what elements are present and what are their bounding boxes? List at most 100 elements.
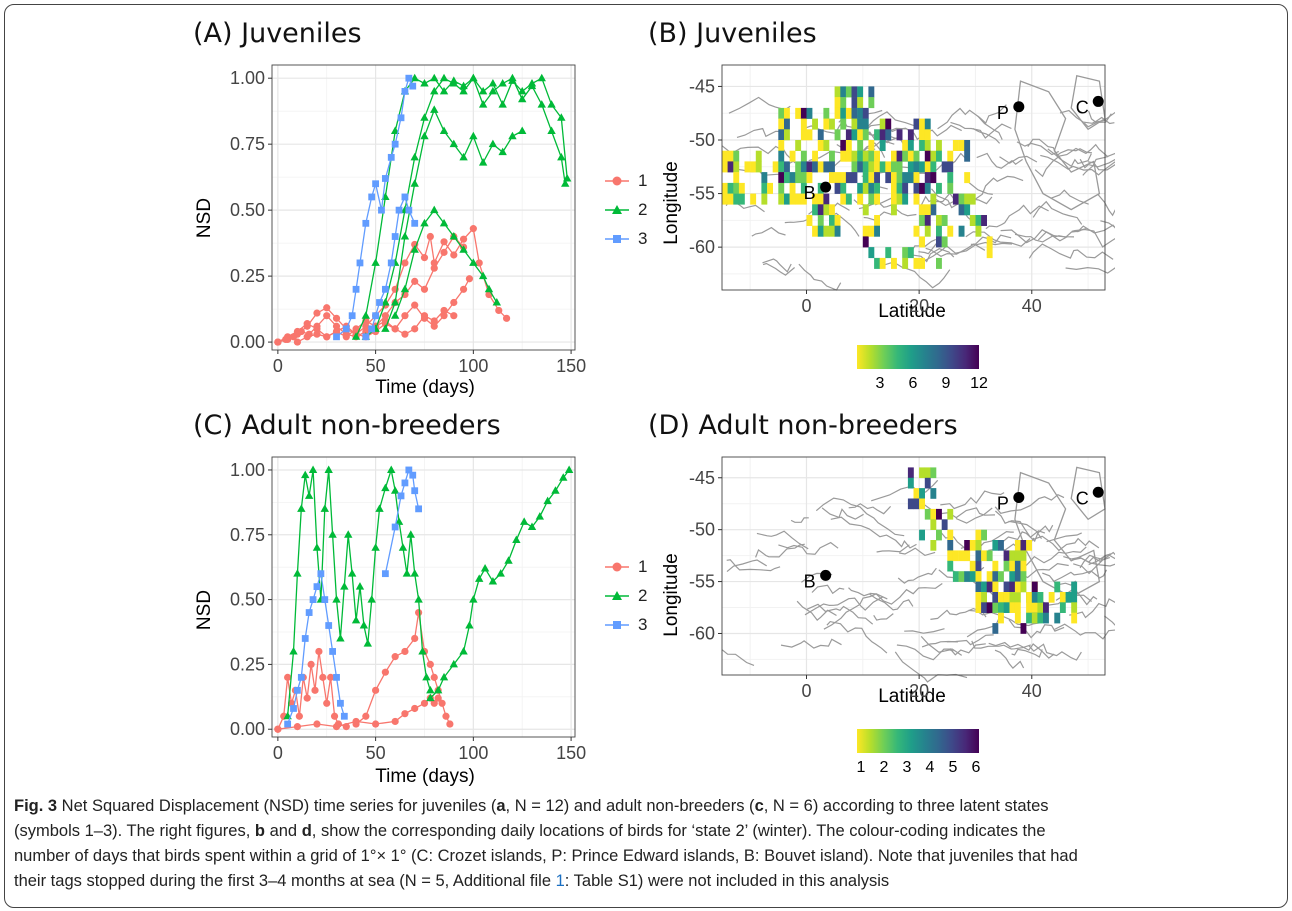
heatmap-cell [902, 247, 909, 259]
heatmap-cell [800, 172, 807, 184]
heatmap-cell [778, 161, 785, 173]
data-point [475, 574, 484, 582]
data-point [362, 219, 370, 227]
island-label: B [804, 183, 816, 203]
data-point [391, 653, 399, 661]
heatmap-cell [975, 581, 982, 593]
data-point [449, 659, 458, 668]
data-point [284, 720, 292, 728]
heatmap-cell [958, 550, 965, 562]
heatmap-cell [829, 215, 835, 226]
heatmap-cell [924, 508, 931, 520]
contour-line [853, 199, 917, 217]
heatmap-cell [919, 488, 925, 499]
heatmap-cell [840, 107, 847, 119]
contour-line [806, 603, 874, 625]
data-point [439, 73, 449, 82]
data-point [293, 569, 302, 577]
data-point [433, 685, 443, 694]
heatmap-cell [952, 193, 959, 205]
contour-line [955, 507, 993, 524]
heatmap-cell [812, 193, 818, 205]
data-point [391, 717, 399, 726]
heatmap-cell [862, 182, 869, 194]
heatmap-cell [986, 236, 993, 248]
heatmap-cell [885, 129, 892, 141]
heatmap-cell [862, 172, 869, 184]
y-tick-label: 1.00 [230, 68, 265, 88]
data-point [307, 660, 315, 669]
data-point [342, 325, 350, 333]
data-point [478, 271, 488, 280]
heatmap-cell [817, 129, 824, 141]
x-tick-label: 100 [458, 356, 488, 376]
heatmap-cell [1003, 602, 1010, 613]
heatmap-cell [924, 140, 931, 151]
data-point [321, 596, 329, 603]
heatmap-cell [919, 467, 925, 479]
heatmap-cell [727, 161, 734, 173]
data-point [449, 232, 458, 240]
heatmap-cell [1071, 602, 1078, 613]
heatmap-cell [767, 182, 773, 194]
heatmap-cell [930, 508, 937, 520]
heatmap-cell [992, 623, 999, 634]
colorbar-tick: 4 [926, 759, 935, 776]
colorbar-tick: 3 [903, 759, 912, 776]
contour-line [1008, 619, 1065, 639]
heatmap-cell [907, 467, 914, 479]
data-point [420, 113, 429, 121]
heatmap-cell [851, 172, 858, 184]
heatmap-cell [924, 477, 931, 489]
heatmap-cell [896, 172, 903, 184]
heatmap-cell [992, 581, 999, 593]
panel-c-nsd-chart: NSD Time (days) 0 50 100 150 0.00 0.25 0.50 0.7… [194, 456, 586, 787]
data-point [411, 487, 419, 495]
heatmap-cell [800, 118, 807, 130]
circle-marker-icon [605, 176, 629, 185]
data-point [488, 139, 498, 148]
heatmap-cell [795, 140, 802, 151]
heatmap-cell [924, 150, 931, 162]
heatmap-cell [891, 193, 897, 205]
contour-line [921, 241, 1013, 263]
data-point [418, 646, 427, 655]
contour-line [950, 121, 1012, 139]
contour-line [937, 104, 1007, 130]
heatmap-cell [885, 247, 892, 259]
data-point [469, 595, 478, 603]
heatmap-cell [907, 477, 914, 489]
data-point [405, 206, 413, 214]
data-point [469, 258, 478, 266]
x-tick-label: 0 [273, 356, 283, 376]
data-point [405, 74, 413, 82]
contour-line [1046, 532, 1082, 543]
contour-line [826, 620, 888, 654]
contour-line [1008, 520, 1042, 540]
legend-item-3: 3 [604, 224, 647, 253]
contour-line [821, 507, 864, 520]
data-point [332, 322, 341, 330]
heatmap-cell [964, 140, 971, 151]
contour-line [798, 263, 842, 291]
heatmap-cell [924, 172, 931, 184]
heatmap-cell [930, 519, 937, 530]
heatmap-cell [891, 150, 897, 162]
data-point [401, 87, 409, 95]
heatmap-cell [879, 129, 886, 141]
y-tick-label: 0.50 [230, 200, 265, 220]
data-point [376, 299, 383, 306]
data-point [519, 517, 529, 525]
x-tick-label: 100 [458, 743, 488, 763]
data-point [478, 158, 488, 166]
heatmap-cell [1003, 550, 1010, 562]
series-3 [333, 74, 419, 341]
heatmap-cell [789, 172, 796, 184]
heatmap-cell [733, 161, 740, 173]
y-tick-label: -50 [689, 130, 715, 150]
additional-file-link[interactable]: 1 [555, 872, 565, 890]
legend-c: 1 2 3 [604, 552, 647, 639]
heatmap-cell [930, 540, 937, 551]
heatmap-cells [907, 467, 1078, 634]
y-tick-label: -55 [689, 572, 715, 592]
